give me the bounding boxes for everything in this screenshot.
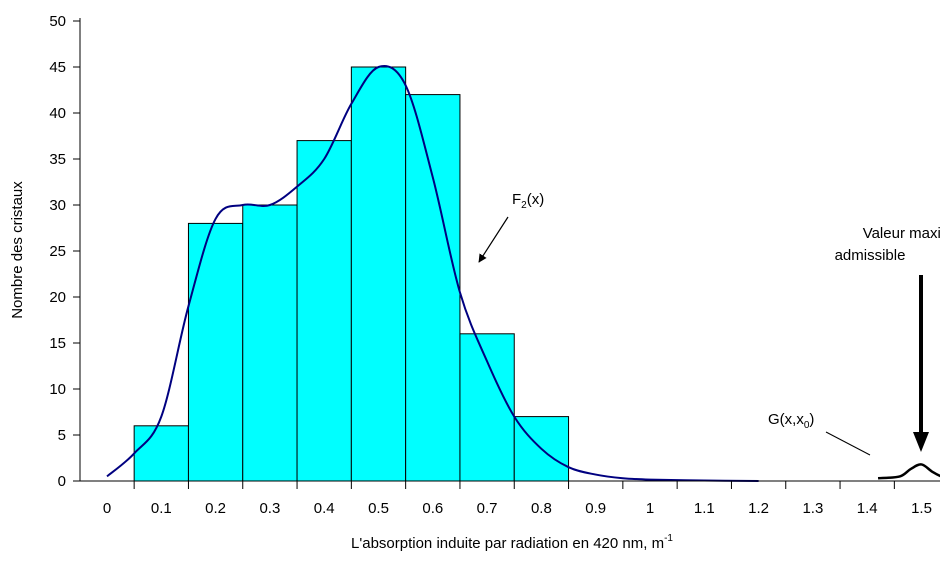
x-tick-label-0.7: 0.7 xyxy=(477,500,498,517)
y-tick-label-25: 25 xyxy=(49,243,66,260)
y-tick-label-20: 20 xyxy=(49,289,66,306)
max-arrow-head xyxy=(913,432,929,452)
y-ticks-group: 0 5 10 15 20 25 30 35 40 45 50 xyxy=(49,13,80,490)
bar-0.2 xyxy=(187,222,244,482)
y-tick-label-15: 15 xyxy=(49,335,66,352)
f2-label-subscript: 2 xyxy=(521,200,527,211)
bar-0.6 xyxy=(405,94,461,482)
bar-0.5 xyxy=(350,66,407,482)
bar-0.7 xyxy=(459,333,515,482)
x-tick-label-1.5: 1.5 xyxy=(911,500,932,517)
max-label-line1: Valeur maximale xyxy=(863,225,940,242)
bar-0.3 xyxy=(242,204,298,482)
x-tick-label-0.8: 0.8 xyxy=(531,500,552,517)
f2-arrow xyxy=(478,216,509,263)
g-label-main: G(x,x xyxy=(768,411,804,428)
curves-group xyxy=(106,64,940,482)
curve-g xyxy=(877,463,940,480)
g-label-suffix: ) xyxy=(809,411,814,428)
bar-0.4 xyxy=(296,140,352,482)
y-tick-label-5: 5 xyxy=(58,427,66,444)
y-tick-label-45: 45 xyxy=(49,59,66,76)
f2-label-main: F xyxy=(512,191,521,208)
bars-group xyxy=(133,66,570,482)
x-tick-label-0.3: 0.3 xyxy=(259,500,280,517)
x-tick-label-1.1: 1.1 xyxy=(694,500,715,517)
x-axis-title: L'absorption induite par radiation en 42… xyxy=(351,533,673,552)
y-tick-label-30: 30 xyxy=(49,197,66,214)
max-label-line2: admissible xyxy=(835,247,906,264)
y-tick-label-40: 40 xyxy=(49,105,66,122)
x-tick-label-0.6: 0.6 xyxy=(422,500,443,517)
x-tick-label-1: 1 xyxy=(646,500,654,517)
x-tick-label-0: 0 xyxy=(103,500,111,517)
x-ticks-group: 0 0.1 0.2 0.3 0.4 0.5 0.6 0.7 0.8 0.9 1 1.1 1.2 1.3 1.… xyxy=(103,481,932,517)
y-tick-label-50: 50 xyxy=(49,13,66,30)
f2-label: F2(x) xyxy=(512,191,544,211)
y-tick-label-10: 10 xyxy=(49,381,66,398)
y-tick-label-35: 35 xyxy=(49,151,66,168)
x-tick-label-1.2: 1.2 xyxy=(748,500,769,517)
f2-label-suffix: (x) xyxy=(527,191,545,208)
x-tick-label-0.9: 0.9 xyxy=(585,500,606,517)
x-tick-label-0.2: 0.2 xyxy=(205,500,226,517)
g-arrow xyxy=(825,431,871,456)
y-tick-label-0: 0 xyxy=(58,473,66,490)
curve-f2 xyxy=(106,64,759,482)
x-tick-label-0.5: 0.5 xyxy=(368,500,389,517)
x-tick-label-1.3: 1.3 xyxy=(802,500,823,517)
x-tick-label-0.1: 0.1 xyxy=(151,500,172,517)
y-axis-title: Nombre des cristaux xyxy=(9,181,26,319)
x-tick-label-1.4: 1.4 xyxy=(857,500,878,517)
x-tick-label-0.4: 0.4 xyxy=(314,500,335,517)
bar-0.1 xyxy=(133,425,189,482)
g-label: G(x,x0) xyxy=(768,411,814,431)
g-label-subscript: 0 xyxy=(804,420,810,431)
x-axis-title-text: L'absorption induite par radiation en 42… xyxy=(351,535,664,552)
x-axis-title-superscript: -1 xyxy=(664,533,673,544)
